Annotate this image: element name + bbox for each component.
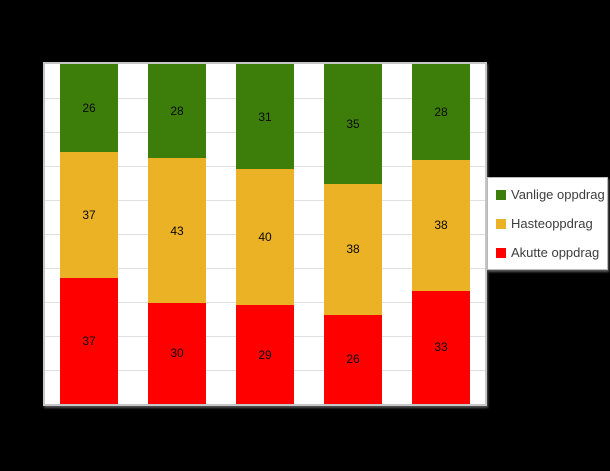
bar-segment-label: 40 [258, 230, 272, 245]
bar-column-4: 35 38 26 [324, 64, 382, 404]
plot-area: 26 37 37 28 43 30 31 40 29 35 38 26 28 38 33 [43, 62, 487, 406]
bar-segment-akutte-oppdrag: 29 [236, 305, 294, 404]
bar-segment-label: 38 [434, 218, 448, 233]
bar-segment-label: 33 [434, 340, 448, 355]
bar-segment-hasteoppdrag: 43 [148, 158, 206, 303]
legend-swatch-vanlige-oppdrag [496, 189, 506, 200]
bar-slot-4: 35 38 26 [309, 64, 397, 404]
bar-segment-label: 29 [258, 347, 272, 362]
bar-segment-label: 26 [82, 101, 96, 116]
bar-segment-vanlige-oppdrag: 31 [236, 64, 294, 170]
bar-segment-hasteoppdrag: 40 [236, 169, 294, 306]
legend-item-vanlige-oppdrag: Vanlige oppdrag [496, 188, 605, 201]
bar-segment-akutte-oppdrag: 26 [324, 314, 382, 404]
bar-segment-label: 38 [346, 242, 360, 257]
bar-segment-hasteoppdrag: 38 [412, 160, 470, 291]
bar-segment-label: 28 [434, 105, 448, 120]
bar-column-2: 28 43 30 [148, 64, 206, 404]
bar-segment-label: 30 [170, 346, 184, 361]
bar-segment-label: 37 [82, 334, 96, 349]
bar-segment-label: 43 [170, 223, 184, 238]
bar-segment-vanlige-oppdrag: 26 [60, 64, 118, 153]
bar-slot-3: 31 40 29 [221, 64, 309, 404]
legend-swatch-hasteoppdrag [496, 218, 506, 229]
bar-segment-vanlige-oppdrag: 28 [148, 64, 206, 159]
legend: Vanlige oppdrag Hasteoppdrag Akutte oppdra… [487, 177, 608, 270]
bar-segment-vanlige-oppdrag: 35 [324, 64, 382, 185]
bar-column-1: 26 37 37 [60, 64, 118, 404]
bar-column-3: 31 40 29 [236, 64, 294, 404]
bar-segment-label: 35 [346, 117, 360, 132]
bar-slot-1: 26 37 37 [45, 64, 133, 404]
bar-segment-label: 26 [346, 352, 360, 367]
bar-segment-akutte-oppdrag: 37 [60, 278, 118, 404]
bar-segment-label: 28 [170, 104, 184, 119]
legend-item-akutte-oppdrag: Akutte oppdrag [496, 246, 600, 259]
bar-column-5: 28 38 33 [412, 64, 470, 404]
bar-segment-akutte-oppdrag: 30 [148, 303, 206, 404]
bar-slot-5: 28 38 33 [397, 64, 485, 404]
legend-item-hasteoppdrag: Hasteoppdrag [496, 217, 600, 230]
bar-segment-hasteoppdrag: 37 [60, 152, 118, 279]
legend-label: Akutte oppdrag [511, 245, 600, 260]
bar-slot-2: 28 43 30 [133, 64, 221, 404]
legend-label: Hasteoppdrag [511, 216, 593, 231]
legend-swatch-akutte-oppdrag [496, 247, 506, 258]
bar-segment-label: 37 [82, 208, 96, 223]
bar-segment-hasteoppdrag: 38 [324, 184, 382, 315]
bars-container: 26 37 37 28 43 30 31 40 29 35 38 26 28 38 33 [45, 64, 485, 404]
bar-segment-vanlige-oppdrag: 28 [412, 64, 470, 161]
bar-segment-label: 31 [258, 109, 272, 124]
bar-segment-akutte-oppdrag: 33 [412, 290, 470, 404]
legend-label: Vanlige oppdrag [511, 187, 605, 202]
